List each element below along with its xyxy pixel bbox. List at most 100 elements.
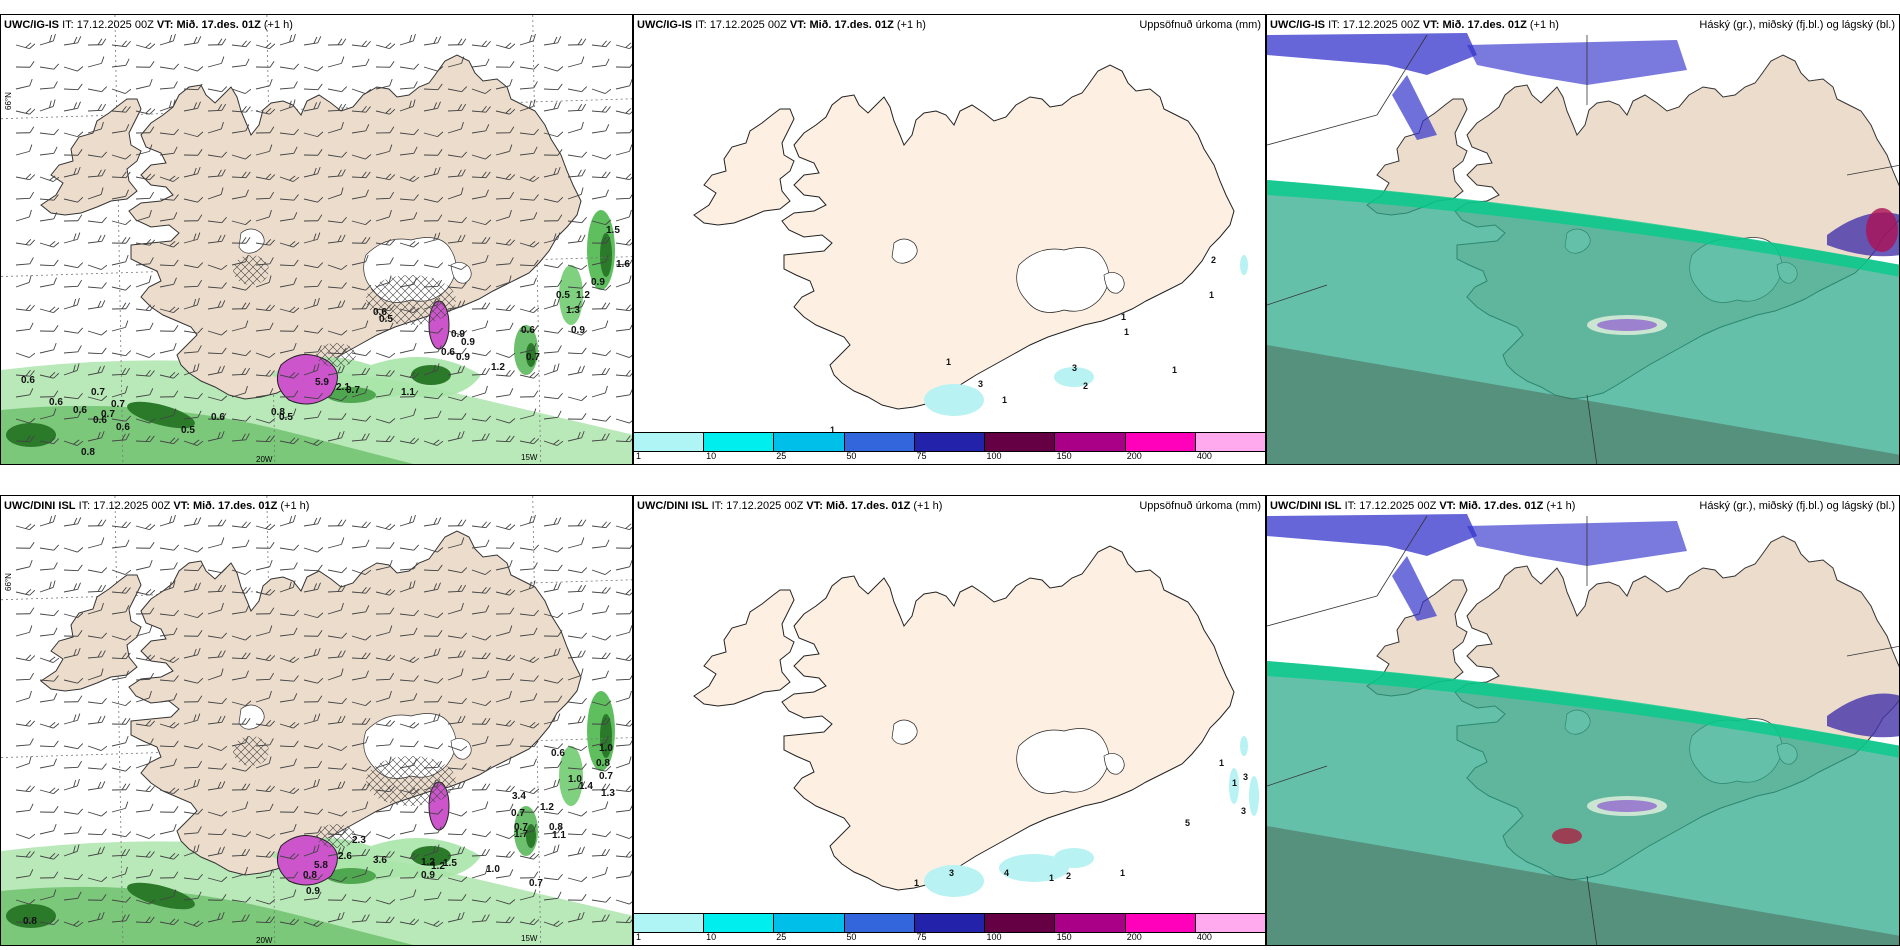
glacier-outline <box>238 704 265 730</box>
glacier-outline <box>450 738 472 760</box>
colorbar-cell <box>704 914 775 932</box>
precip-value-label: 2 <box>1083 381 1088 391</box>
lon-label: 20W <box>256 936 273 945</box>
precip-value-label: 3 <box>978 379 983 389</box>
precip-value-label: 1.1 <box>552 830 566 841</box>
precip-value-label: 2 <box>1211 255 1216 265</box>
colorbar-tick-label: 75 <box>916 932 927 942</box>
glacier-outline <box>1103 753 1125 775</box>
precip-panel-dini: UWC/DINI ISL IT: 17.12.2025 00Z VT: Mið.… <box>633 495 1266 946</box>
value-labels: 0.60.60.70.70.6 0.70.60.6 0.50.80.6 0.80.51… <box>21 225 630 458</box>
colorbar-tick-label: 1 <box>636 451 642 461</box>
colorbar-cell <box>914 914 986 932</box>
colorbar-tick-label: 200 <box>1126 932 1142 942</box>
colorbar-cell <box>1055 914 1126 932</box>
precip-value-label: 1.0 <box>486 864 500 875</box>
colorbar-tick-label: 75 <box>916 451 927 461</box>
wind-map: 0.60.60.70.70.6 0.70.60.6 0.50.80.6 0.80.51… <box>1 15 632 464</box>
colorbar-cell <box>844 433 915 451</box>
region-borders <box>1267 515 1899 945</box>
colorbar-tick-label: 400 <box>1196 451 1212 461</box>
glacier-outline <box>1103 272 1125 294</box>
precip-value-label: 1 <box>1124 327 1129 337</box>
colorbar-cell <box>985 914 1056 932</box>
lat-label: 66°N <box>4 573 13 591</box>
glacier-outline <box>238 228 265 254</box>
precip-value-label: 1 <box>1049 873 1054 883</box>
precip-value-label: 0.7 <box>599 771 613 782</box>
colorbar-tick-label: 100 <box>986 932 1002 942</box>
panel-title: Háský (gr.), miðský (fj.bl.) og lágský (… <box>1699 500 1895 512</box>
panel-header: UWC/IG-IS IT: 17.12.2025 00Z VT: Mið. 17… <box>1270 19 1559 31</box>
precip-panel-igis: UWC/IG-IS IT: 17.12.2025 00Z VT: Mið. 17… <box>633 14 1266 465</box>
precip-value-label: 3 <box>1241 806 1246 816</box>
precip-value-label: 0.7 <box>526 352 540 363</box>
precip-value-label: 3 <box>1072 363 1077 373</box>
precip-value-label: 1 <box>830 425 835 435</box>
colorbar-cell <box>704 433 775 451</box>
lon-label: 15W <box>521 934 538 943</box>
cloud-layers <box>1267 33 1899 464</box>
precip-colorbar: 1 10 25 50 75 100 150 200 400 <box>634 913 1265 945</box>
precip-value-label: 0.9 <box>306 886 320 897</box>
wind-panel-dini: UWC/DINI ISL IT: 17.12.2025 00Z VT: Mið.… <box>0 495 633 946</box>
precip-value-label: 0.8 <box>271 407 285 418</box>
precip-value-label: 5.8 <box>314 860 328 871</box>
panel-header: UWC/DINI ISL IT: 17.12.2025 00Z VT: Mið.… <box>1270 500 1576 512</box>
precip-value-label: 0.6 <box>373 307 387 318</box>
precip-value-label: 3 <box>1243 772 1248 782</box>
precip-value-label: 1.0 <box>568 774 582 785</box>
axis-labels: 66°N 20W 15W <box>4 92 538 464</box>
precip-value-label: 0.7 <box>346 385 360 396</box>
colorbar-tick-label: 150 <box>1056 932 1072 942</box>
wind-map: 0.80.85.82.62.33.60.91.21.21.50.91.00.70… <box>1 496 632 945</box>
panel-header: UWC/IG-IS IT: 17.12.2025 00Z VT: Mið. 17… <box>637 19 926 31</box>
panel-header: UWC/DINI ISL IT: 17.12.2025 00Z VT: Mið.… <box>4 500 310 512</box>
precip-value-label: 1.7 <box>514 829 528 840</box>
colorbar-tick-label: 10 <box>706 451 717 461</box>
colorbar-cell <box>1055 433 1126 451</box>
iceland-landmass <box>40 54 582 400</box>
precip-value-label: 0.7 <box>511 808 525 819</box>
iceland-landmass <box>40 530 582 876</box>
colorbar-labels: 1 10 25 50 75 100 150 200 400 <box>634 451 1265 463</box>
precip-value-label: 0.6 <box>116 422 130 433</box>
precip-value-label: 1.6 <box>616 259 630 270</box>
precip-value-label: 1.2 <box>491 362 505 373</box>
precip-value-label: 5.9 <box>315 377 329 388</box>
precip-value-label: 5 <box>1185 818 1190 828</box>
precip-value-label: 1.1 <box>401 387 415 398</box>
precip-value-label: 0.5 <box>379 314 393 325</box>
precip-value-label: 1 <box>1172 365 1177 375</box>
colorbar-cell <box>985 433 1056 451</box>
colorbar-cell <box>1125 914 1196 932</box>
colorbar-cell <box>914 433 986 451</box>
precip-value-label: 0.5 <box>556 290 570 301</box>
colorbar-cell <box>634 914 705 932</box>
colorbar-tick-label: 25 <box>776 932 787 942</box>
precip-value-label: 1.2 <box>431 861 445 872</box>
precip-value-label: 3 <box>949 868 954 878</box>
precip-value-label: 1.5 <box>443 858 457 869</box>
colorbar-tick-label: 100 <box>986 451 1002 461</box>
colorbar-cell <box>844 914 915 932</box>
precip-value-label: 1 <box>1209 290 1214 300</box>
panel-title: Uppsöfnuð úrkoma (mm) <box>1139 19 1261 31</box>
precip-value-label: 2.6 <box>338 851 352 862</box>
glacier-outline <box>891 238 918 264</box>
colorbar-tick-label: 50 <box>846 932 857 942</box>
colorbar-cell <box>1195 914 1265 932</box>
precip-shading <box>1 210 632 464</box>
precip-value-label: 3.6 <box>373 855 387 866</box>
colorbar-tick-label: 1 <box>636 932 642 942</box>
panel-title: Uppsöfnuð úrkoma (mm) <box>1139 500 1261 512</box>
wind-panel-igis: UWC/IG-IS IT: 17.12.2025 00Z VT: Mið. 17… <box>0 14 633 465</box>
lat-label: 66°N <box>4 92 13 110</box>
precip-value-label: 1.5 <box>606 225 620 236</box>
precip-value-label: 0.8 <box>303 870 317 881</box>
precip-value-label: 0.6 <box>211 412 225 423</box>
region-borders <box>1267 34 1899 464</box>
